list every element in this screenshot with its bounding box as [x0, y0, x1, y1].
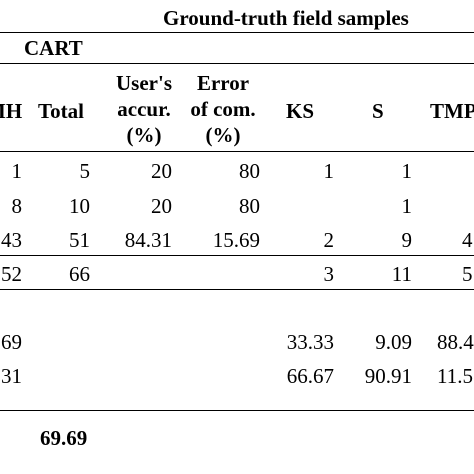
header-rule-top — [0, 32, 474, 33]
overall-accuracy-value: 69.69 — [40, 426, 88, 450]
ground-truth-header: Ground-truth field samples — [163, 6, 409, 30]
row5-s: 9.09 — [375, 330, 412, 354]
row1-users-accuracy: 20 — [151, 159, 172, 183]
row3-total: 51 — [69, 228, 90, 252]
header-rule-bottom — [0, 151, 474, 152]
row1-s: 1 — [401, 159, 413, 183]
error-commission-line-3: (%) — [205, 123, 241, 147]
row6-tmp: 11.5 — [437, 364, 473, 388]
col-header-mh: MH — [0, 99, 23, 123]
row2-error-commission: 80 — [239, 194, 260, 218]
row2-s: 1 — [401, 194, 413, 218]
overall-rule — [0, 410, 474, 411]
col-header-error-commission: Error of com. (%) — [182, 70, 264, 148]
users-accuracy-line-3: (%) — [126, 123, 162, 147]
col-header-ks: KS — [286, 99, 315, 123]
row5-mh: 69 — [1, 330, 22, 354]
totals-rule — [0, 255, 474, 256]
row2-total: 10 — [69, 194, 90, 218]
col-header-total: Total — [38, 99, 84, 123]
row4-total: 66 — [69, 262, 90, 286]
col-header-s: S — [372, 99, 384, 123]
users-accuracy-line-2: accur. — [117, 97, 171, 121]
row1-total: 5 — [79, 159, 91, 183]
row1-ks: 1 — [323, 159, 335, 183]
row3-error-commission: 15.69 — [212, 228, 260, 252]
col-header-tmp: TMP — [430, 99, 474, 123]
header-rule-method — [0, 63, 474, 64]
row3-tmp: 4 — [462, 228, 473, 252]
row6-ks: 66.67 — [286, 364, 334, 388]
row4-ks: 3 — [323, 262, 335, 286]
row5-ks: 33.33 — [286, 330, 334, 354]
row2-mh: 8 — [11, 194, 23, 218]
row3-mh: 43 — [1, 228, 22, 252]
row4-tmp: 5 — [462, 262, 473, 286]
summary-rule — [0, 289, 474, 290]
row3-users-accuracy: 84.31 — [124, 228, 172, 252]
row3-ks: 2 — [323, 228, 335, 252]
col-header-users-accuracy: User's accur. (%) — [100, 70, 188, 148]
row1-error-commission: 80 — [239, 159, 260, 183]
error-commission-line-1: Error — [196, 71, 250, 95]
method-label: CART — [24, 36, 83, 60]
row6-mh: 31 — [1, 364, 22, 388]
row2-users-accuracy: 20 — [151, 194, 172, 218]
row3-s: 9 — [401, 228, 413, 252]
error-commission-line-2: of com. — [190, 97, 256, 121]
users-accuracy-line-1: User's — [116, 71, 172, 95]
row4-mh: 52 — [1, 262, 22, 286]
row4-s: 11 — [391, 262, 412, 286]
row1-mh: 1 — [11, 159, 23, 183]
row5-tmp: 88.4 — [437, 330, 474, 354]
row6-s: 90.91 — [364, 364, 412, 388]
